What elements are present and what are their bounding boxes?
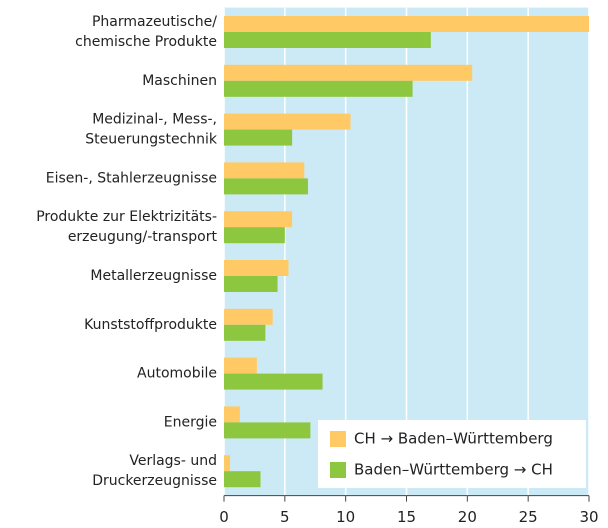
bar — [224, 32, 431, 48]
y-tick-label: Energie — [164, 414, 217, 430]
bar — [224, 406, 240, 423]
y-tick-label: Eisen-, Stahlerzeugnisse — [46, 170, 217, 186]
y-tick-label: Maschinen — [142, 73, 217, 89]
x-tick-label: 30 — [579, 508, 598, 526]
bar — [224, 308, 273, 325]
bar — [224, 422, 311, 439]
y-tick-label: Automobile — [137, 366, 217, 382]
bar — [224, 471, 261, 488]
bar — [224, 324, 266, 341]
bar — [224, 260, 289, 276]
y-tick-label: Druckerzeugnisse — [92, 473, 217, 489]
y-tick-label: Pharmazeutische/ — [92, 14, 217, 30]
x-tick-label: 25 — [519, 508, 538, 526]
y-tick-label: erzeugung/-transport — [68, 229, 218, 245]
legend-label: Baden–Württemberg → CH — [354, 461, 553, 479]
bar — [224, 129, 293, 146]
legend-swatch — [330, 431, 346, 447]
y-tick-label: Steuerungstechnik — [85, 132, 218, 148]
y-tick-label: Verlags- und — [129, 453, 217, 469]
y-tick-label: chemische Produkte — [75, 34, 217, 50]
y-tick-label: Metallerzeugnisse — [90, 268, 217, 284]
x-tick-label: 5 — [280, 508, 290, 526]
bar — [224, 455, 231, 472]
legend-label: CH → Baden–Württemberg — [354, 430, 553, 448]
bar — [224, 357, 257, 374]
x-tick-label: 20 — [458, 508, 477, 526]
bar — [224, 227, 285, 244]
y-tick-label: Produkte zur Elektrizitäts- — [36, 209, 217, 225]
legend-box — [318, 420, 586, 488]
x-tick-label: 0 — [219, 508, 229, 526]
y-tick-label: Kunststoffprodukte — [84, 317, 217, 333]
bar — [224, 373, 323, 390]
bar — [224, 64, 473, 81]
bar — [224, 211, 293, 228]
bar — [224, 16, 589, 32]
x-tick-label: 10 — [336, 508, 355, 526]
bar — [224, 80, 413, 97]
bar — [224, 178, 308, 195]
y-tick-label: Medizinal-, Mess-, — [92, 112, 217, 128]
bar — [224, 276, 278, 292]
x-tick-label: 15 — [397, 508, 416, 526]
bar — [224, 162, 305, 179]
legend-swatch — [330, 462, 346, 478]
bar — [224, 113, 351, 130]
